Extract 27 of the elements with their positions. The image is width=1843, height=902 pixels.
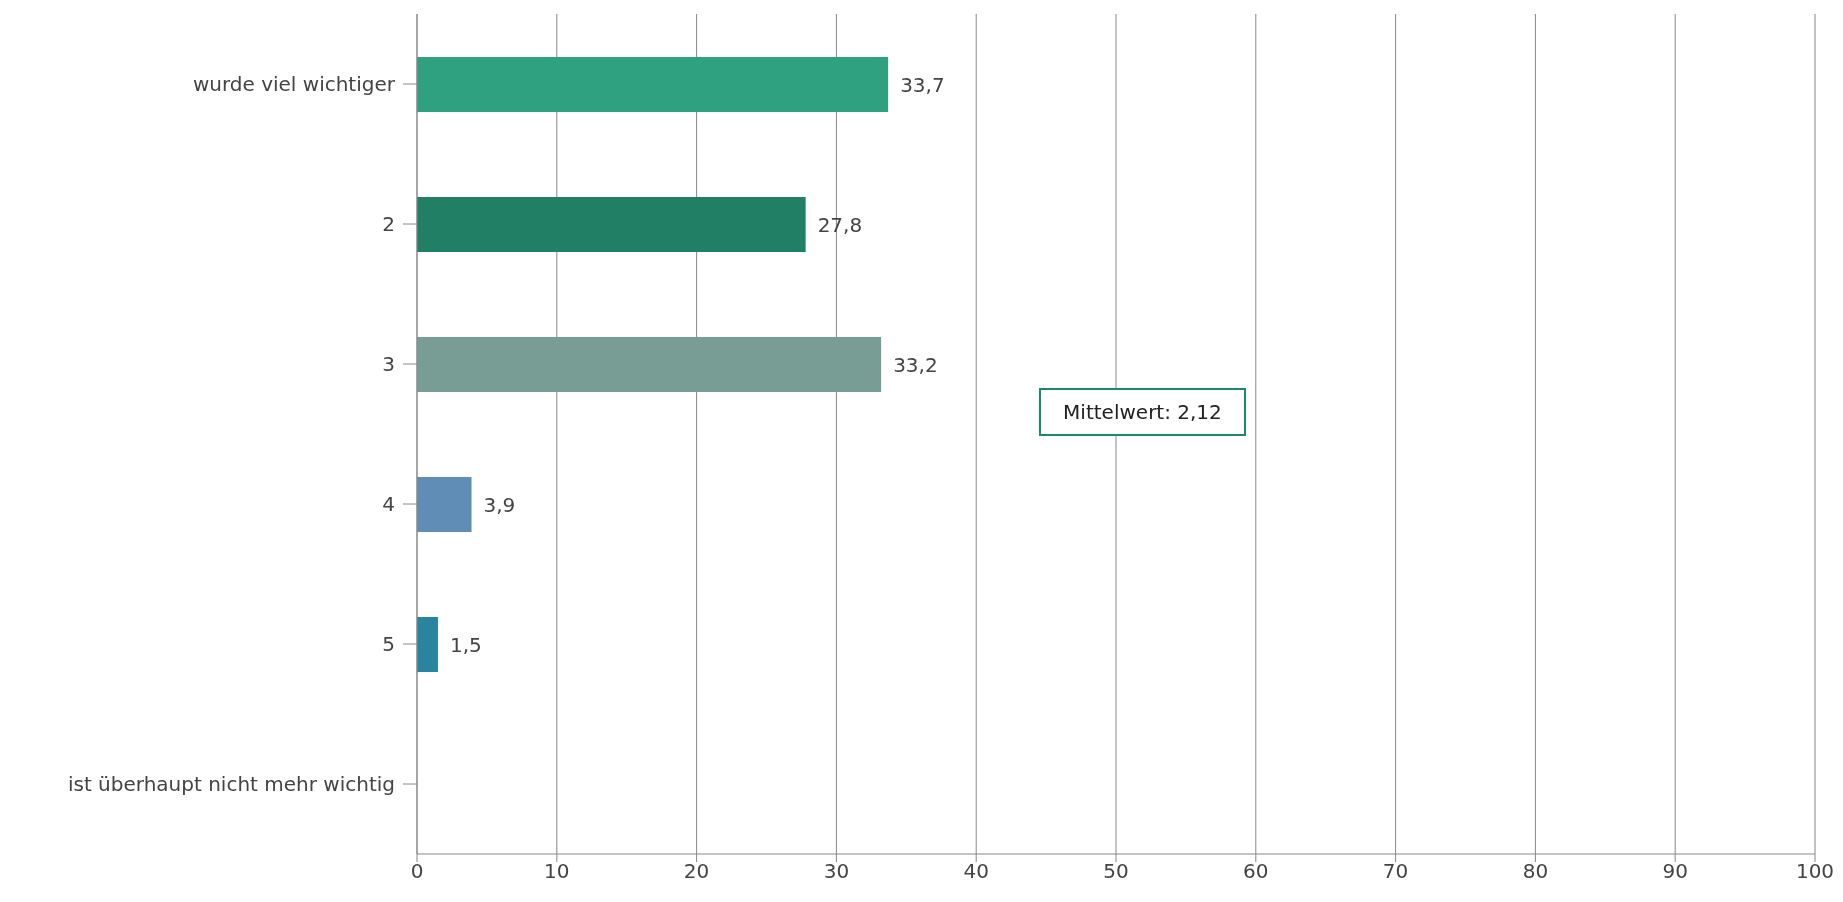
x-tick-label: 60 — [1243, 859, 1269, 884]
x-tick-label: 10 — [544, 859, 570, 884]
x-tick-label: 40 — [963, 859, 989, 884]
data-label: 3,9 — [483, 492, 516, 517]
x-tick-label: 90 — [1662, 859, 1688, 884]
y-tick-label: 2 — [382, 212, 395, 237]
x-tick-label: 30 — [823, 859, 850, 884]
bar — [417, 197, 806, 252]
y-tick-label: 5 — [382, 632, 395, 657]
data-label: 1,5 — [449, 632, 482, 657]
bar — [417, 617, 438, 672]
bar — [417, 337, 882, 392]
x-tick-label: 0 — [410, 859, 424, 884]
y-tick-label: wurde viel wichtiger — [192, 72, 396, 97]
data-label: 33,7 — [900, 72, 945, 97]
bar — [417, 477, 472, 532]
y-tick-label: 3 — [382, 352, 395, 377]
y-tick-label: 4 — [382, 492, 395, 517]
annotation: Mittelwert: 2,12 — [1039, 388, 1246, 436]
data-label: 33,2 — [893, 352, 938, 377]
bar — [417, 57, 889, 112]
x-tick-label: 70 — [1382, 859, 1409, 884]
x-tick-label: 20 — [683, 859, 710, 884]
x-tick-label: 50 — [1103, 859, 1129, 884]
x-tick-label: 100 — [1795, 859, 1835, 884]
x-tick-label: 80 — [1522, 859, 1549, 884]
y-tick-label: ist überhaupt nicht mehr wichtig — [67, 772, 395, 797]
